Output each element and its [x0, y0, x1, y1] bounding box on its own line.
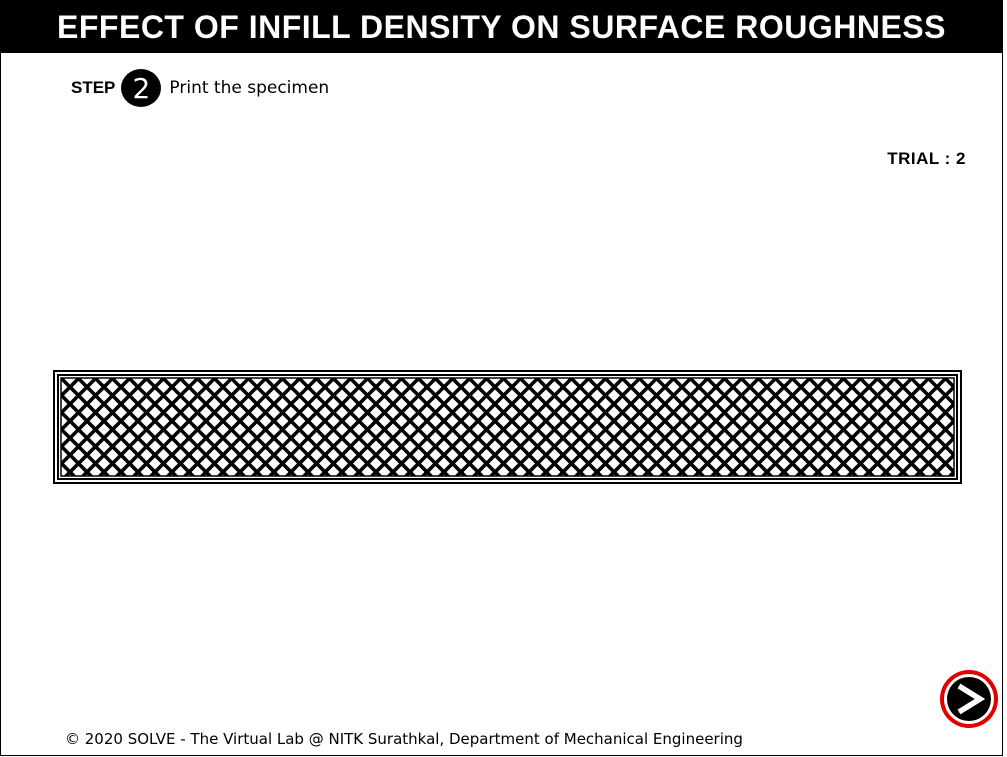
title-bar: EFFECT OF INFILL DENSITY ON SURFACE ROUG…	[1, 1, 1002, 53]
page-title: EFFECT OF INFILL DENSITY ON SURFACE ROUG…	[57, 8, 946, 45]
printed-specimen	[53, 370, 962, 484]
footer-copyright: © 2020 SOLVE - The Virtual Lab @ NITK Su…	[65, 730, 743, 748]
right-arrow-icon	[940, 670, 998, 728]
next-button[interactable]	[939, 669, 999, 729]
trial-label: TRIAL : 2	[887, 149, 966, 168]
step-number-badge: 2	[121, 69, 162, 107]
step-instruction: Print the specimen	[169, 78, 330, 98]
step-label: STEP	[71, 78, 116, 97]
step-indicator: STEP 2 Print the specimen	[71, 69, 330, 107]
specimen-infill	[60, 377, 955, 477]
